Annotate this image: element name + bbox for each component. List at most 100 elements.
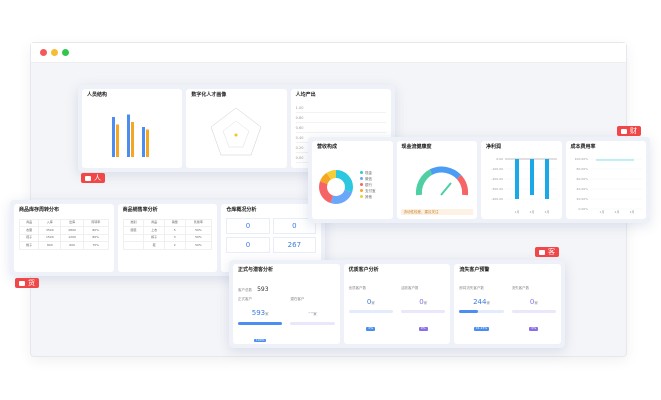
table-cell: 50% — [184, 241, 213, 250]
warehouse-stat: 0 — [226, 236, 270, 253]
y-tick: -100.00 — [491, 167, 503, 171]
table-cell: 50% — [184, 226, 213, 235]
table-cell: 800 — [38, 241, 62, 250]
tag-label: 客 — [548, 248, 555, 256]
table-cell: 600 — [60, 241, 84, 250]
ratio-badge: 0% — [529, 326, 539, 332]
table-cell: 3500 — [38, 226, 62, 235]
revenue-donut — [319, 170, 353, 204]
table-cell: 上衣 — [143, 226, 165, 235]
people-bar-chart — [112, 114, 149, 157]
x-tick: 3月 — [629, 210, 634, 214]
y-tick: 0.00 — [496, 157, 503, 161]
revenue-card: 营收构成 现金 微信 银行 支付宝 其他 — [312, 141, 393, 219]
table-cell: 50% — [184, 233, 213, 243]
sales-table: 类别 商品 销量 售罄率 服装 上衣 5 50% 裤子 3 50% 鞋 2 50% — [122, 218, 213, 250]
box-icon — [19, 280, 25, 286]
formal-label: 正式客户 — [238, 297, 252, 302]
legend-label: 微信 — [365, 177, 372, 182]
window-titlebar — [31, 43, 626, 63]
table-cell: 商品 — [18, 218, 40, 228]
table-cell: 入库 — [38, 218, 62, 228]
x-tick: 2月 — [614, 210, 619, 214]
table-cell: 1500 — [38, 233, 62, 243]
table-cell: 鞋 — [143, 241, 165, 250]
table-cell: 出库 — [60, 218, 84, 228]
y-tick: 20.00% — [576, 197, 588, 201]
card-title: 仓库概况分析 — [226, 207, 257, 213]
y-tick: -200.00 — [491, 177, 503, 181]
table-cell: 80% — [82, 226, 109, 235]
y-tick: 100.00% — [574, 157, 587, 161]
donut-slice — [319, 170, 353, 204]
finance-panel: 营收构成 现金 微信 银行 支付宝 其他 现金流健康度 流动性较差，建议关注 净利润 0… — [308, 137, 650, 223]
y-tick: 1.00 — [295, 103, 386, 113]
bar — [146, 129, 149, 157]
warehouse-stat: 267 — [272, 236, 317, 253]
minimize-dot — [51, 49, 58, 56]
table-row: 商品 入库 出库 周转率 — [18, 218, 109, 228]
formal-value: 593 — [251, 309, 266, 318]
card-title: 人员结构 — [87, 92, 108, 98]
talent-card: 数字化人才画像 — [186, 89, 287, 168]
bar — [131, 122, 134, 157]
formal-potential-card: 正式与潜客分析 客户总数 593 正式客户 593家 100% 潜在客户 --家 — [233, 264, 340, 344]
inventory-table: 商品 入库 出库 周转率 衣服 3500 2800 80% 鞋子 1500 1200 80% 帽子 800… — [18, 218, 109, 250]
ratio-badge: 41.15% — [473, 326, 490, 332]
donut-slice — [319, 170, 353, 204]
table-row: 鞋 2 50% — [122, 241, 213, 250]
legend-item: 其他 — [360, 195, 376, 199]
unit: 家 — [371, 300, 375, 305]
table-cell: 销量 — [163, 218, 186, 228]
y-tick: 80.00% — [576, 167, 588, 171]
card-title: 数字化人才画像 — [191, 92, 227, 98]
people-card: 人员结构 — [82, 89, 183, 168]
table-cell: 80% — [82, 233, 109, 243]
ratio-badge: 0% — [418, 326, 428, 332]
wallet-icon — [621, 128, 627, 134]
potential-value: -- — [308, 309, 314, 318]
gauge-chart — [415, 166, 468, 196]
maximize-dot — [62, 49, 69, 56]
table-cell: 商品 — [143, 218, 165, 228]
legend-item: 现金 — [360, 171, 376, 175]
table-row: 裤子 3 50% — [122, 233, 213, 243]
table-cell: 3 — [163, 233, 186, 243]
y-tick: -400.00 — [491, 197, 503, 201]
active-label: 活跃客户数 — [401, 285, 419, 290]
bar — [142, 127, 145, 157]
tag-people: 人 — [81, 173, 105, 184]
tag-finance: 财 — [617, 126, 641, 137]
tag-label: 货 — [28, 279, 35, 287]
total-value: 593 — [257, 285, 269, 293]
at-risk-value: 244 — [473, 297, 487, 306]
tag-goods: 货 — [15, 278, 39, 289]
table-row: 帽子 800 600 75% — [18, 241, 109, 250]
tag-label: 人 — [94, 174, 101, 182]
bar — [545, 159, 549, 199]
table-cell — [122, 241, 145, 250]
cashflow-card: 现金流健康度 流动性较差，建议关注 — [396, 141, 477, 219]
unit: 家 — [313, 312, 317, 317]
table-row: 服装 上衣 5 50% — [122, 226, 213, 235]
cost-rate-card: 成本费用率 100.00% 80.00% 60.00% 40.00% 20.00% 0.0… — [565, 141, 646, 219]
table-row: 衣服 3500 2800 80% — [18, 226, 109, 235]
y-tick: 0.00% — [578, 207, 588, 211]
x-tick: 3月 — [545, 210, 550, 214]
legend-label: 其他 — [365, 195, 372, 200]
user-card-icon — [539, 249, 545, 255]
unit: 家 — [486, 300, 490, 305]
legend-item: 银行 — [360, 183, 376, 187]
at-risk-label: 即将流失客户数 — [459, 285, 484, 290]
legend-label: 银行 — [365, 183, 372, 188]
legend-item: 微信 — [360, 177, 376, 181]
net-profit-chart: 0.00 -100.00 -200.00 -300.00 -400.00 1月 2月 3月 — [491, 157, 557, 214]
quality-label: 优质客户数 — [348, 285, 367, 290]
churn-card: 流失客户预警 即将流失客户数 244家 41.15% 流失客户数 0家 0% — [454, 264, 562, 344]
y-tick: 60.00% — [576, 177, 588, 181]
churned-value: 0 — [529, 297, 535, 306]
table-row: 类别 商品 销量 售罄率 — [122, 218, 213, 228]
table-cell: 1200 — [60, 233, 84, 243]
unit: 家 — [265, 312, 269, 317]
bar — [515, 159, 519, 199]
